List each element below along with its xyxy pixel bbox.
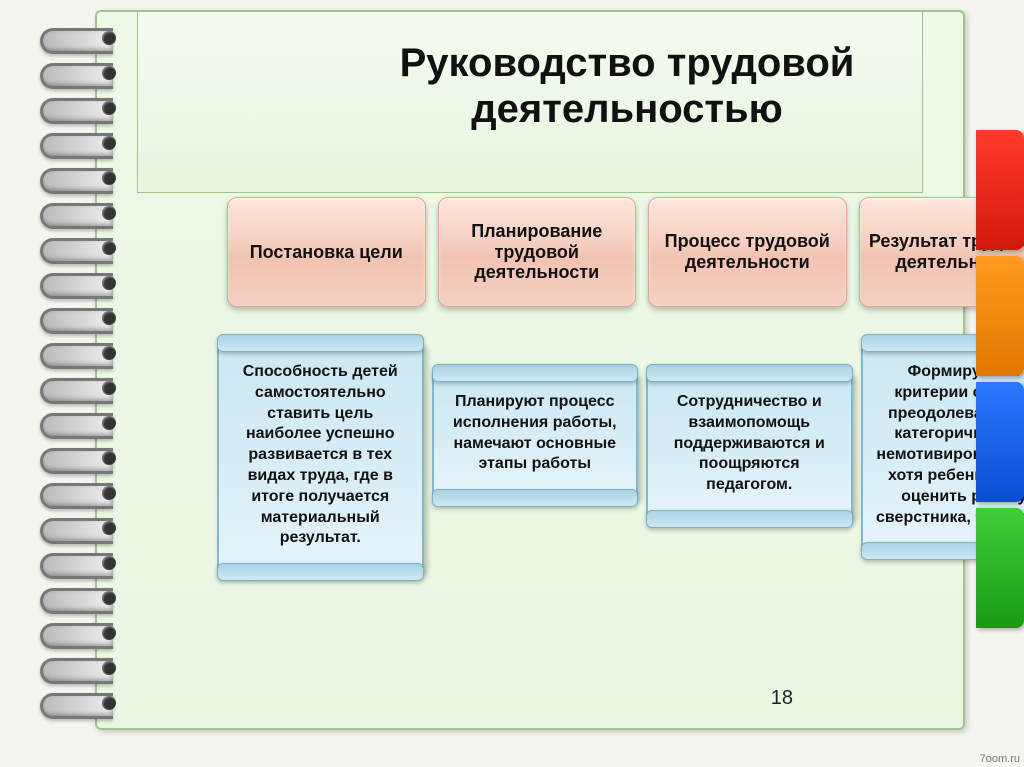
body-cell-goal: Способность детей самостоятельно ставить… — [217, 342, 424, 573]
binding-ring-icon — [40, 98, 110, 118]
header-box-goal: Постановка цели — [227, 197, 426, 307]
header-label: Планирование трудовой деятельности — [445, 221, 630, 283]
side-tab-red — [976, 130, 1024, 250]
binding-ring-icon — [40, 378, 110, 398]
binding-ring-icon — [40, 693, 110, 713]
binding-ring-icon — [40, 553, 110, 573]
header-box-planning: Планирование трудовой деятельности — [438, 197, 637, 307]
header-label: Постановка цели — [250, 242, 403, 263]
binding-ring-icon — [40, 588, 110, 608]
binding-ring-icon — [40, 448, 110, 468]
binding-ring-icon — [40, 133, 110, 153]
body-cell-process: Сотрудничество и взаимопомощь поддержива… — [646, 372, 853, 520]
binding-ring-icon — [40, 63, 110, 83]
side-tabs — [976, 130, 1024, 634]
binding-ring-icon — [40, 623, 110, 643]
slide-stage: Руководство трудовой деятельностью Поста… — [0, 0, 1024, 767]
scroll-panel: Способность детей самостоятельно ставить… — [217, 342, 424, 573]
body-text: Сотрудничество и взаимопомощь поддержива… — [658, 392, 841, 496]
binding-ring-icon — [40, 28, 110, 48]
body-text: Способность детей самостоятельно ставить… — [229, 362, 412, 549]
header-box-process: Процесс трудовой деятельности — [648, 197, 847, 307]
spiral-binding — [40, 20, 120, 720]
scroll-panel: Планируют процесс исполнения работы, нам… — [432, 372, 639, 499]
header-label: Процесс трудовой деятельности — [655, 231, 840, 272]
slide-title: Руководство трудовой деятельностью — [257, 40, 997, 132]
binding-ring-icon — [40, 168, 110, 188]
binding-ring-icon — [40, 483, 110, 503]
body-row: Способность детей самостоятельно ставить… — [217, 342, 1024, 573]
header-row: Постановка цели Планирование трудовой де… — [227, 197, 1024, 307]
binding-ring-icon — [40, 413, 110, 433]
side-tab-blue — [976, 382, 1024, 502]
page-number: 18 — [771, 687, 793, 710]
side-tab-green — [976, 508, 1024, 628]
side-tab-orange — [976, 256, 1024, 376]
binding-ring-icon — [40, 308, 110, 328]
binding-ring-icon — [40, 343, 110, 363]
watermark: 7oom.ru — [980, 753, 1020, 765]
binding-ring-icon — [40, 273, 110, 293]
notebook-page: Руководство трудовой деятельностью Поста… — [95, 10, 965, 730]
body-text: Планируют процесс исполнения работы, нам… — [444, 392, 627, 475]
binding-ring-icon — [40, 238, 110, 258]
binding-ring-icon — [40, 518, 110, 538]
body-cell-planning: Планируют процесс исполнения работы, нам… — [432, 372, 639, 499]
binding-ring-icon — [40, 658, 110, 678]
scroll-panel: Сотрудничество и взаимопомощь поддержива… — [646, 372, 853, 520]
binding-ring-icon — [40, 203, 110, 223]
